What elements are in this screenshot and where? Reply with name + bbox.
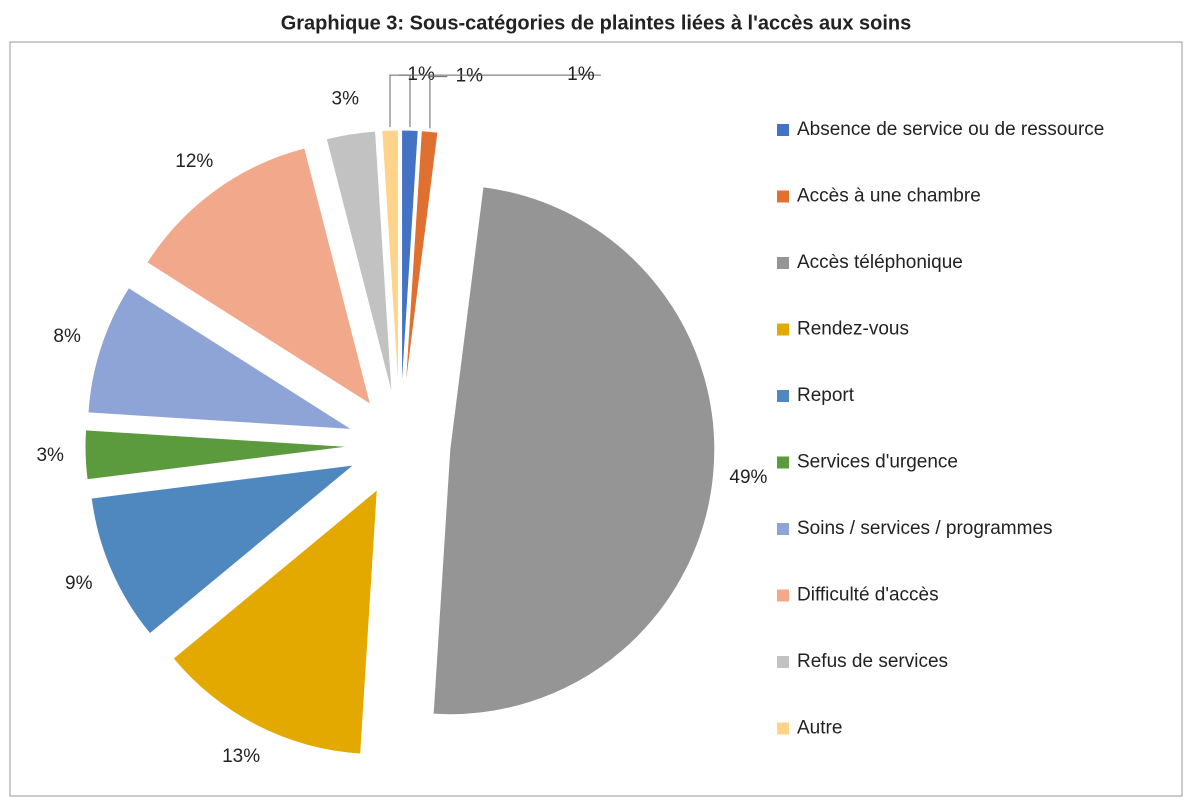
data-label: 12% — [175, 151, 213, 172]
legend-label: Difficulté d'accès — [797, 585, 939, 606]
data-label: 1% — [456, 66, 484, 87]
legend-swatch — [777, 257, 789, 269]
legend-label: Rendez-vous — [797, 319, 909, 340]
legend-swatch — [777, 390, 789, 402]
pie-slice — [401, 129, 419, 396]
legend-label: Soins / services / programmes — [797, 518, 1053, 539]
chart-title: Graphique 3: Sous-catégories de plaintes… — [281, 12, 912, 34]
pie-slice — [404, 130, 439, 396]
legend-swatch — [777, 124, 789, 136]
data-label: 3% — [332, 88, 360, 109]
pie-slice — [90, 464, 356, 635]
legend-label: Report — [797, 385, 855, 406]
pie-slice — [325, 130, 393, 396]
data-label: 1% — [567, 64, 595, 85]
data-label: 13% — [222, 746, 260, 767]
pie-slice — [146, 147, 372, 406]
legend-swatch — [777, 523, 789, 535]
legend-swatch — [777, 656, 789, 668]
data-label: 49% — [729, 467, 767, 488]
legend-label: Accès téléphonique — [797, 252, 963, 273]
legend-swatch — [777, 323, 789, 336]
legend-label: Services d'urgence — [797, 452, 958, 473]
pie-slice — [84, 429, 351, 481]
legend-label: Accès à une chambre — [797, 186, 981, 207]
data-label: 8% — [53, 326, 81, 347]
legend-swatch — [777, 190, 789, 203]
leader-line — [389, 74, 601, 128]
legend-label: Refus de services — [797, 651, 948, 672]
legend-swatch — [777, 456, 789, 469]
leader-line — [429, 76, 448, 129]
legend-swatch — [777, 589, 789, 602]
data-label: 3% — [36, 445, 64, 466]
pie-slice — [381, 129, 399, 396]
data-label: 9% — [65, 573, 93, 594]
legend-label: Autre — [797, 718, 842, 739]
pie-slice — [87, 286, 353, 431]
legend-swatch — [777, 722, 789, 735]
pie-slice — [432, 186, 716, 716]
pie-slice — [172, 488, 378, 755]
legend-label: Absence de service ou de ressource — [797, 119, 1104, 140]
